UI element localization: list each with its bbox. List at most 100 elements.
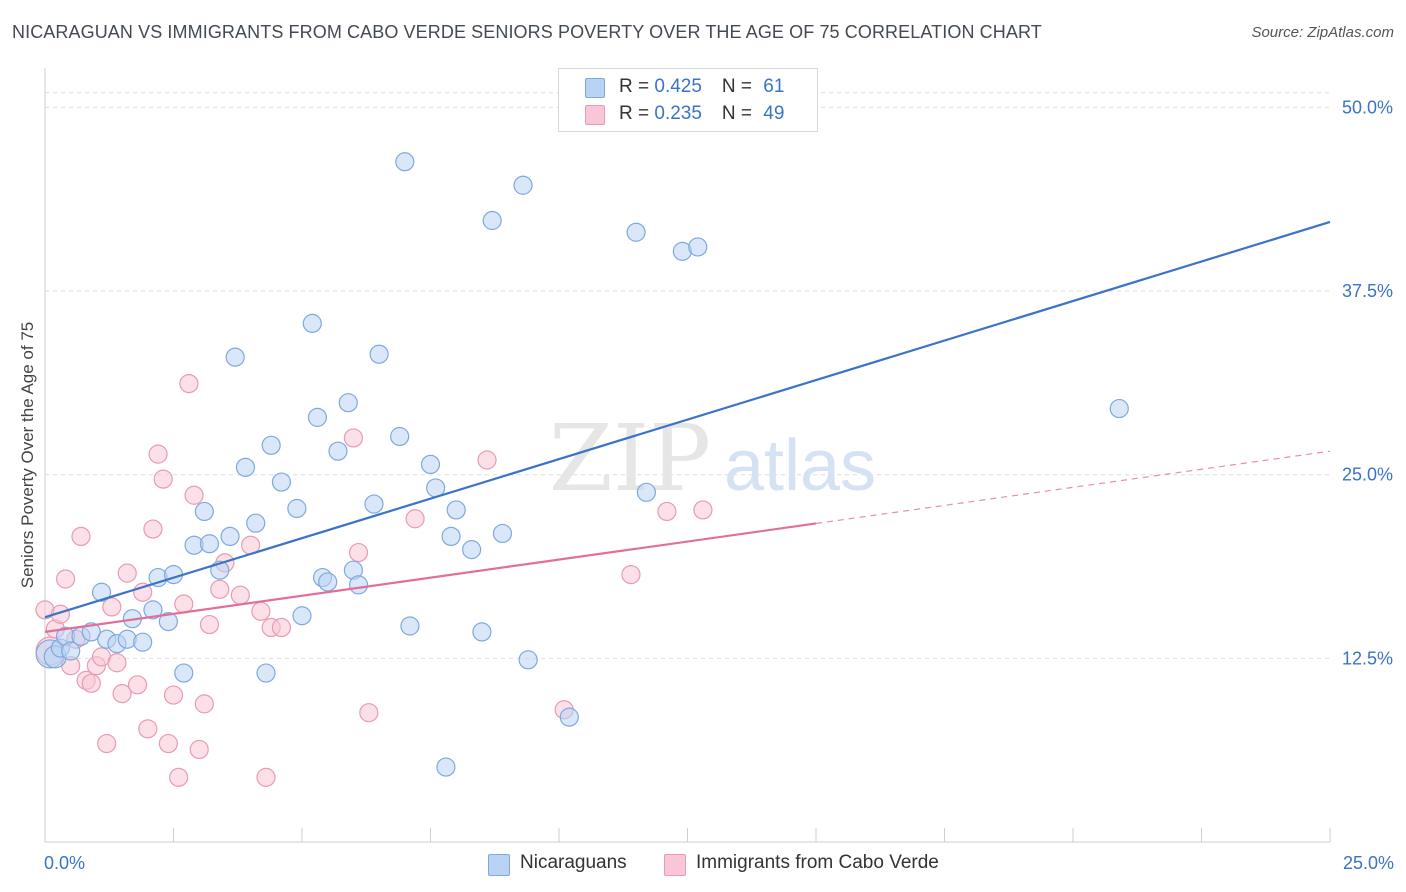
- nicaraguans-point: [235, 457, 256, 477]
- nicaraguans-point: [225, 347, 245, 367]
- bottom-legend-swatch-nicaraguans: [488, 854, 510, 876]
- watermark: ZIP atlas: [549, 405, 876, 512]
- nicaraguans-point: [81, 622, 101, 642]
- cabo-verde-point: [189, 739, 209, 760]
- cabo-verde-point: [477, 450, 497, 470]
- nicaraguans-point: [369, 344, 389, 364]
- nicaraguans-point: [364, 494, 384, 514]
- bottom-legend-swatch-cabo-verde: [664, 854, 686, 876]
- nicaraguans-point: [348, 575, 369, 595]
- trend-line-nicaraguans: [44, 220, 1331, 619]
- trend-lines: [44, 220, 1331, 633]
- nicaraguans-point: [158, 612, 178, 632]
- cabo-verde-point: [343, 428, 363, 448]
- nicaraguans-point: [271, 472, 292, 492]
- cabo-verde-point: [97, 733, 117, 754]
- nicaraguans-point: [328, 441, 348, 461]
- nicaraguans-point: [626, 222, 646, 242]
- nicaraguans-point: [472, 622, 492, 642]
- nicaraguans-point: [518, 650, 538, 670]
- nicaraguans-point: [462, 540, 482, 560]
- legend-r-value: 0.235: [654, 103, 702, 124]
- legend-n-value: 49: [763, 103, 785, 124]
- grid-lines: [45, 92, 1330, 659]
- nicaraguans-point: [420, 454, 441, 475]
- source-label: Source: ZipAtlas.com: [1251, 24, 1394, 41]
- legend-r-label: R =: [619, 103, 655, 124]
- cabo-verde-point: [199, 614, 220, 635]
- nicaraguans-point: [287, 498, 307, 519]
- cabo-verde-point: [163, 685, 184, 705]
- y-tick-label: 12.5%: [1342, 648, 1393, 668]
- cabo-verde-point: [271, 617, 292, 638]
- legend-n-label: N =: [721, 103, 758, 124]
- nicaraguans-point: [559, 707, 579, 727]
- nicaraguans-point: [220, 526, 240, 547]
- nicaraguans-point: [492, 523, 513, 544]
- cabo-verde-point: [55, 569, 76, 589]
- legend-n-label: N =: [721, 76, 758, 97]
- cabo-verde-point: [148, 444, 168, 464]
- bottom-legend-label-cabo-verde: Immigrants from Cabo Verde: [696, 852, 939, 873]
- cabo-verde-point: [143, 519, 163, 539]
- cabo-verde-point: [657, 501, 677, 522]
- cabo-verde-point: [127, 675, 148, 695]
- nicaraguans-point: [318, 572, 338, 592]
- cabo-verde-point: [117, 563, 137, 583]
- nicaraguans-point: [513, 175, 533, 195]
- cabo-verde-point: [251, 601, 271, 621]
- legend: R = 0.425 N = 61 R = 0.235 N = 49: [558, 68, 818, 132]
- cabo-verde-point: [81, 673, 101, 693]
- nicaraguans-point: [261, 435, 281, 455]
- nicaraguans-point: [91, 582, 112, 602]
- y-axis-label: Seniors Poverty Over the Age of 75: [18, 321, 37, 589]
- cabo-verde-point: [184, 485, 204, 505]
- nicaraguans-point: [133, 632, 153, 652]
- cabo-verde-point: [359, 703, 379, 723]
- nicaraguans-point: [482, 210, 502, 231]
- y-tick-labels: 12.5% 25.0% 37.5% 50.0%: [1342, 97, 1393, 668]
- nicaraguans-point: [256, 663, 276, 683]
- cabo-verde-point: [107, 653, 127, 673]
- cabo-verde-point: [405, 509, 425, 529]
- cabo-verde-point: [153, 469, 173, 489]
- nicaraguans-point: [61, 641, 81, 661]
- legend-r-value: 0.425: [654, 76, 702, 97]
- cabo-verde-point: [194, 694, 214, 714]
- nicaraguans-point: [436, 757, 456, 777]
- trend-line-cabo-verde: [44, 522, 817, 633]
- bottom-legend-label-nicaraguans: Nicaraguans: [520, 852, 627, 873]
- y-tick-label: 37.5%: [1342, 281, 1393, 301]
- legend-swatch-nicaraguans: [585, 78, 605, 98]
- nicaraguans-point: [302, 313, 322, 333]
- cabo-verde-point: [158, 733, 178, 754]
- cabo-verde-point: [256, 767, 276, 787]
- nicaraguans-point: [292, 606, 312, 626]
- cabo-verde-point: [174, 594, 194, 614]
- nicaraguans-point: [441, 526, 461, 547]
- legend-r-label: R =: [619, 76, 655, 97]
- cabo-verde-point: [693, 500, 713, 520]
- nicaraguans-point: [199, 534, 220, 554]
- cabo-verde-point: [169, 767, 189, 787]
- legend-swatch-cabo-verde: [585, 105, 605, 125]
- cabo-verde-point: [112, 684, 132, 704]
- cabo-verde-point: [71, 526, 91, 547]
- cabo-verde-point: [179, 374, 199, 394]
- nicaraguans-point: [246, 513, 266, 533]
- nicaraguans-point: [400, 616, 420, 636]
- nicaraguans-point: [307, 407, 328, 427]
- nicaraguans-point: [636, 482, 656, 502]
- cabo-verde-point: [210, 579, 230, 599]
- chart-title: NICARAGUAN VS IMMIGRANTS FROM CABO VERDE…: [12, 22, 1042, 42]
- watermark-atlas: atlas: [724, 426, 876, 506]
- cabo-verde-point: [348, 542, 369, 563]
- nicaraguans-point: [688, 237, 708, 257]
- axes: [44, 68, 1331, 843]
- nicaraguans-point: [1109, 398, 1129, 419]
- y-tick-label: 50.0%: [1342, 97, 1393, 117]
- nicaraguans-point: [174, 663, 194, 683]
- cabo-verde-point: [230, 585, 250, 605]
- nicaraguans-point: [143, 600, 163, 620]
- series-nicaraguans-points: [35, 152, 1129, 777]
